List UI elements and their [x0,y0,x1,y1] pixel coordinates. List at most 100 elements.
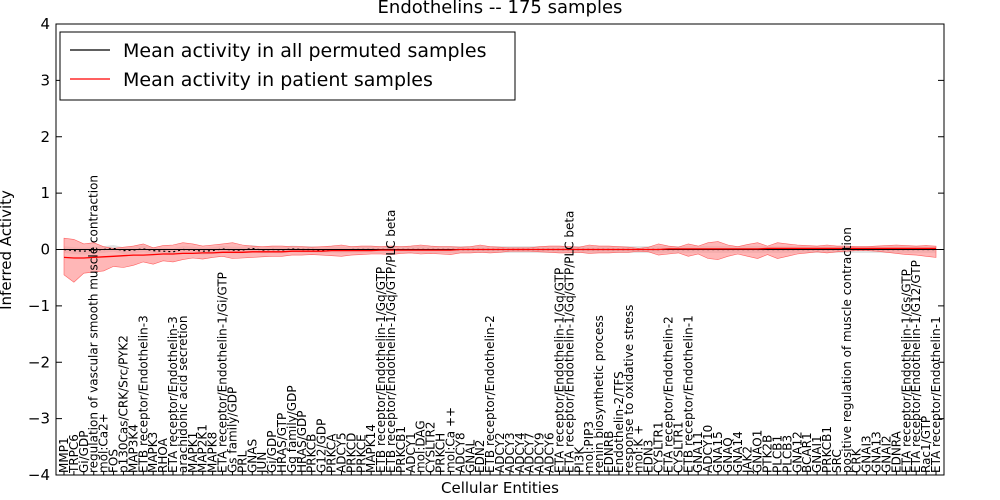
entity-label: ETB receptor/Endothelin-1 [681,315,695,473]
entity-label: ADCY10 [701,425,715,473]
entity-label: EDN3 [642,440,656,473]
entity-label: mol:PIP3 [582,421,596,473]
entity-label: ETB receptor/Endothelin-1/Gq/GTP [374,267,388,473]
legend: Mean activity in all permuted samples Me… [59,31,516,101]
entity-label: regulation of vascular smooth muscle con… [87,175,101,473]
entity-label: ADCY9 [533,432,547,473]
entity-label: ADCY3 [503,432,517,473]
entity-label: PI3K [572,446,586,473]
entity-label: GNA11 [691,431,705,473]
permuted-mean-line [63,247,936,253]
entity-label: positive regulation of muscle contractio… [840,227,854,473]
entity-label: mol:K + [632,425,646,473]
entity-label: MMP1 [57,437,71,473]
entity-label: p130Cas/CRK/Src/PYK2 [117,335,131,473]
entity-label: Gi/GDP [265,431,279,473]
y-axis-label: Inferred Activity [0,190,15,310]
entity-label: GNA14 [731,431,745,473]
entity-label: EDN2 [473,440,487,473]
entity-label: PTK2B [761,435,775,473]
entity-label: ETB receptor/Endothelin-1/Gq/GTP/PLC bet… [384,210,398,473]
entity-label: ETA receptor/Endothelin-1/Gs/GTP [899,269,913,473]
entity-label: MAP3K4 [126,424,140,473]
entity-label: EDNRB [602,431,616,473]
entity-label: PRKCE [354,434,368,473]
y-tick-label: 4 [40,15,50,33]
legend-label-patient: Mean activity in patient samples [123,69,433,91]
entity-label: CYSLTR1 [652,422,666,473]
entity-label: MAPK14 [364,424,378,473]
entity-label: EDNRA [889,430,903,473]
entity-label: ETB receptor/Endothelin-3 [136,315,150,473]
plot-area [56,237,944,283]
entity-label: GNAS [245,439,259,473]
entity-label: ETA receptor/Endothelin-1/Gq/GTP [553,268,567,473]
entity-label: SRC [830,449,844,473]
legend-box [59,31,516,101]
chart-title: Endothelins -- 175 samples [378,0,623,18]
entity-label: response to oxidative stress [622,305,636,473]
entity-label: PRKCA [325,433,339,473]
entity-label: ETA receptor/Endothelin-1/G12/GTP [909,260,923,473]
entity-label: ETA receptor/Endothelin-3 [166,316,180,473]
entity-label: GNAI1 [810,435,824,473]
entity-label: FOS [107,449,121,473]
entity-label: arachidonic acid secretion [176,316,190,473]
entity-label: PRKCD [344,433,358,473]
entity-label: renin biosynthetic process [592,315,606,473]
entity-label: ADCY1 [404,432,418,473]
entity-label: ADCY6 [543,432,557,473]
entity-label: ADCY5 [335,432,349,473]
entity-label: PRKCB1 [820,426,834,473]
entity-label: ETB receptor/Endothelin-2 [483,315,497,473]
entity-label: JUN [255,452,269,474]
entity-label: GNA12 [790,431,804,473]
entity-label: ADCY7 [523,432,537,473]
entity-label: MAPK3 [146,432,160,473]
legend-label-permuted: Mean activity in all permuted samples [123,40,486,62]
entity-label: PRKCB1 [394,426,408,473]
entity-label: CRK [850,447,864,473]
entity-label: JAK2 [741,446,755,474]
y-tick-label: 1 [40,184,50,202]
x-axis-label: Cellular Entities [441,479,559,497]
y-tick-label: 3 [40,71,50,89]
entity-label: PLCB3 [780,435,794,473]
entity-label: GNA15 [711,431,725,473]
entity-label: GNAQ [721,437,735,473]
entity-label: ETA receptor/Endothelin-1 [929,316,943,473]
entity-label: MAP2K1 [196,424,210,473]
entity-label: MAPK1 [186,432,200,473]
patient-mean-line [63,247,936,259]
entity-label: PRKCH [434,433,448,473]
entity-label: GNAL [463,440,477,473]
y-axis: 4 3 2 1 0 −1 −2 −3 −4 [28,15,944,484]
entity-label: GNAI3 [860,435,874,473]
entity-label: CYSLTR1 [671,422,685,473]
entity-label: mol:Ca ++ [444,407,458,473]
entity-label: HRAS/GTP [275,413,289,473]
entity-label: GNA13 [870,431,884,473]
entity-label: PRKCB [305,434,319,473]
entity-label: GNAO1 [751,430,765,473]
entity-label: ETA receptor/Endothelin-2 [662,316,676,473]
entity-label: PLCB1 [771,435,785,473]
entity-label: Endothelin-2/TFS [612,371,626,473]
y-tick-label: −4 [28,466,50,484]
entity-label: PRL [235,450,249,473]
entity-label: ADCY4 [513,432,527,473]
entity-label: Gi/GDP [77,431,91,473]
y-tick-label: −3 [28,410,50,428]
entity-label: G12/GDP [315,419,329,473]
entity-label: Gs family/GDP [226,387,240,473]
entity-label: ETA receptor/Endothelin-1/Gi/GTP [216,272,230,473]
entity-label: Gq family/GDP [285,385,299,473]
entity-label: GNAI2 [880,435,894,473]
entity-label: mol:Ca2+ [97,413,111,473]
y-tick-label: 2 [40,128,50,146]
entity-label: TRPC6 [67,434,81,474]
entity-label: MAPK8 [206,432,220,473]
entity-label: RHOA [156,437,170,473]
